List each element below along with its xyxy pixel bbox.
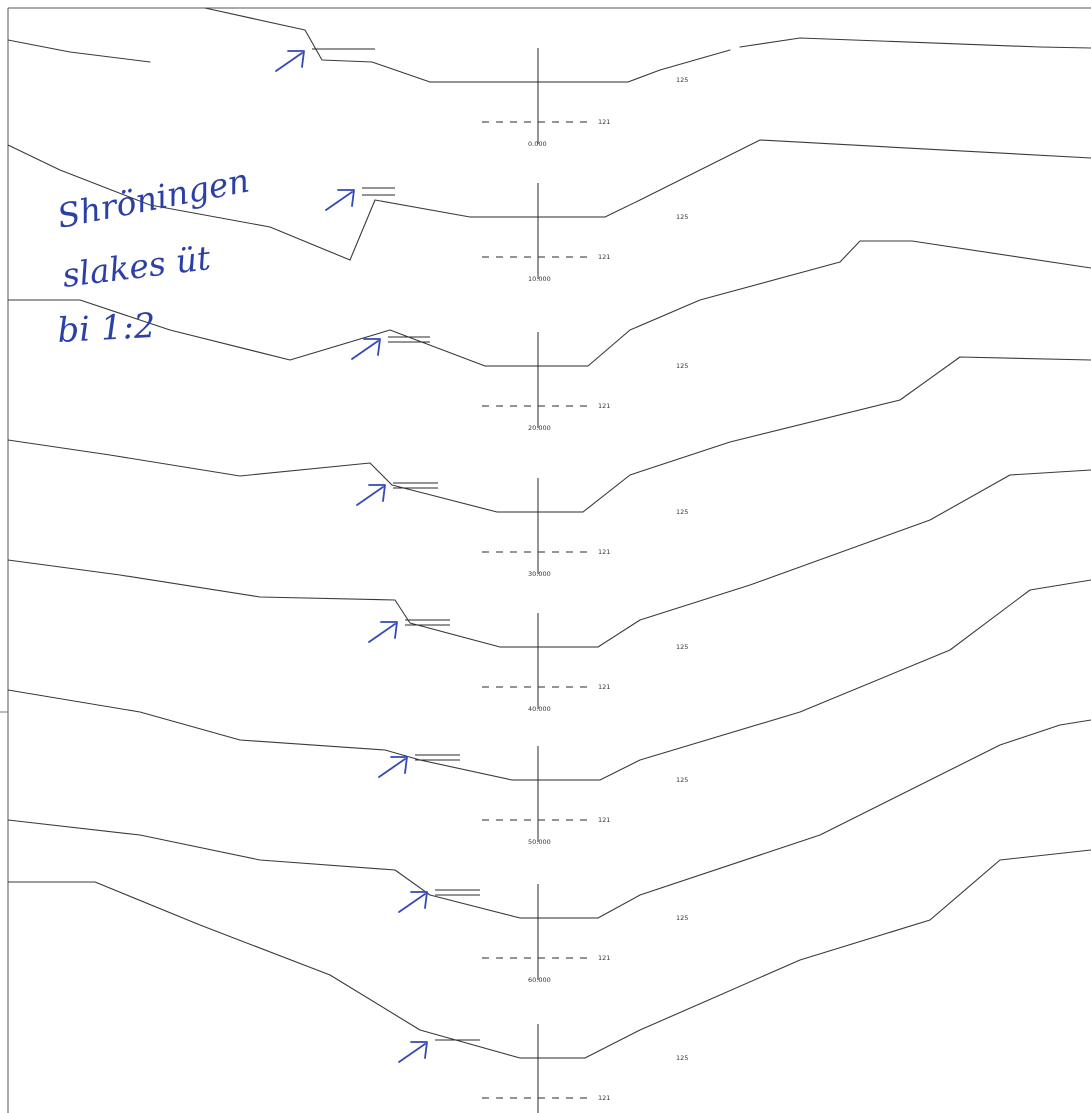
elevation-label-upper: 125 [676,508,688,516]
annotation-arrow [275,50,305,72]
annotation-arrow [398,1041,428,1063]
annotation-arrow [398,891,428,913]
terrain-line-left [7,299,486,367]
annotation-arrow [378,756,408,778]
terrain-line-right [582,356,1091,513]
elevation-label-upper: 125 [676,643,688,651]
terrain-line-left [7,439,498,513]
elevation-label-lower: 121 [598,1094,610,1102]
annotation-arrow [325,189,355,211]
terrain-line-right-extra [739,37,1091,49]
terrain-line-right [584,849,1091,1059]
terrain-line-right [597,719,1091,919]
elevation-label-lower: 121 [598,816,610,824]
elevation-label-upper: 125 [676,914,688,922]
elevation-label-lower: 121 [598,402,610,410]
terrain-line-right [587,240,1091,367]
annotation-arrow [351,338,381,360]
terrain-line-left [7,559,501,648]
terrain-line-right [597,469,1091,648]
elevation-label-upper: 125 [676,362,688,370]
station-label: 60.000 [528,976,551,984]
station-label: 40.000 [528,705,551,713]
sections-layer: 125 121 0.000 125 121 10.000 125 121 20.000 125 12… [7,7,1091,1113]
elevation-label-lower: 121 [598,253,610,261]
elevation-label-upper: 125 [676,213,688,221]
elevation-label-lower: 121 [598,954,610,962]
station-label: 10.000 [528,275,551,283]
terrain-line-left [7,819,521,919]
elevation-label-lower: 121 [598,118,610,126]
station-label: 50.000 [528,838,551,846]
terrain-line-right [627,49,731,83]
terrain-line-left-extra [7,39,151,63]
terrain-line-left [7,881,521,1059]
terrain-line-left [7,144,471,261]
annotation-arrow [356,484,386,506]
station-label: 20.000 [528,424,551,432]
annotation-arrows [275,50,428,1063]
elevation-label-lower: 121 [598,683,610,691]
annotation-arrow [368,621,398,643]
handwritten-note-line3: bi 1:2 [56,306,156,351]
terrain-line-right [604,139,1091,218]
station-label: 0.000 [528,140,547,148]
elevation-label-upper: 125 [676,776,688,784]
station-label: 30.000 [528,570,551,578]
terrain-line-left [7,689,513,781]
elevation-label-upper: 125 [676,76,688,84]
terrain-line-left [204,7,431,83]
elevation-label-lower: 121 [598,548,610,556]
elevation-label-upper: 125 [676,1054,688,1062]
terrain-line-right [599,579,1091,781]
